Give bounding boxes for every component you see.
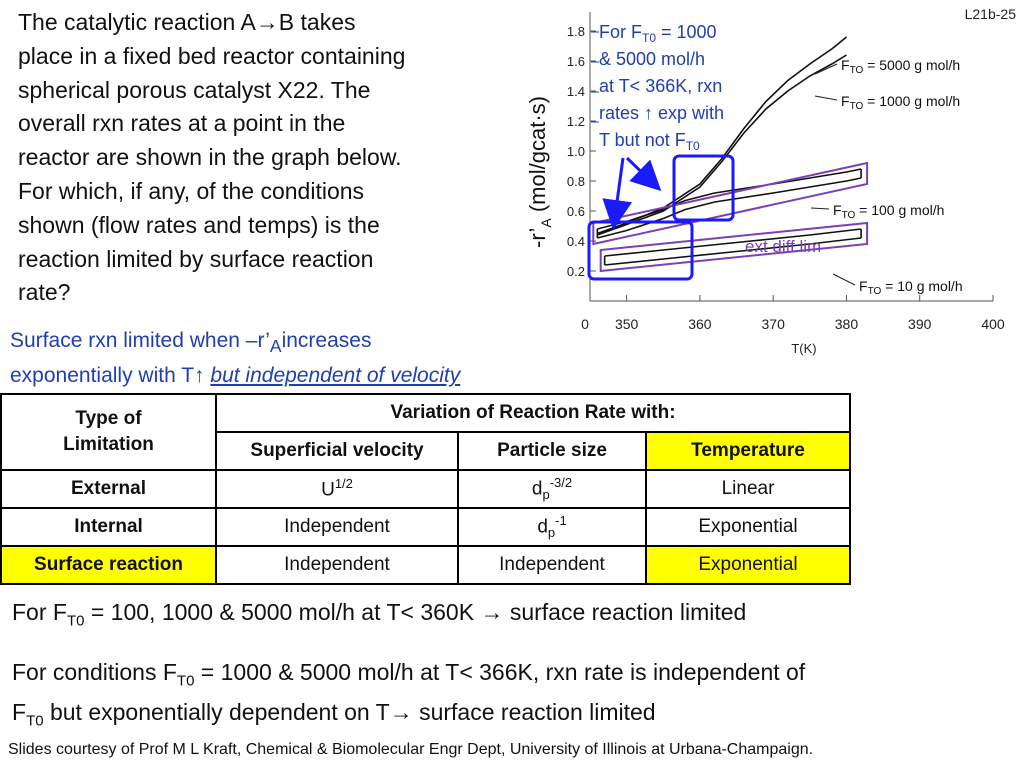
y-tick-label: 1.6: [567, 54, 585, 69]
series-line-fto-100: [597, 177, 862, 239]
note-line1-b: increases: [281, 329, 372, 352]
legend-entry: FTO = 10 g mol/h: [859, 278, 963, 297]
note-line1-sub: A: [269, 336, 282, 357]
table-row-external: External U1/2 dp-3/2 Linear: [0, 469, 852, 509]
row-velocity: Independent: [215, 507, 459, 547]
legend-entry: FTO = 1000 g mol/h: [841, 93, 960, 112]
col-temperature: Temperature: [644, 431, 852, 471]
question-text: The catalytic reaction A→B takes place i…: [18, 9, 406, 306]
row-type: Internal: [0, 507, 217, 547]
y-tick-label: 1.4: [567, 84, 585, 99]
legend-entry: FTO = 100 g mol/h: [833, 202, 944, 221]
y-tick-label: 0.8: [567, 174, 585, 189]
ext-diff-band-fto-10: [599, 221, 869, 273]
limitation-table: Type of Limitation Variation of Reaction…: [0, 393, 852, 585]
note-line2-a: exponentially with T↑: [10, 364, 211, 388]
row-velocity: Independent: [215, 545, 459, 585]
x-tick-label: 360: [688, 316, 712, 332]
y-tick-label: 0.6: [567, 204, 585, 219]
table-row-internal: Internal Independent dp-1 Exponential: [0, 507, 852, 547]
ext-diff-label: ext diff lim: [745, 237, 821, 256]
annotation-arrow-right: [625, 156, 662, 192]
row-type: External: [0, 469, 217, 509]
row-velocity: U1/2: [215, 469, 459, 509]
x-tick-label: 390: [908, 316, 932, 332]
row-size: dp-3/2: [457, 469, 647, 509]
conclusion-2: For conditions FT0 = 1000 & 5000 mol/h a…: [12, 659, 806, 730]
header-variation: Variation of Reaction Rate with:: [214, 393, 852, 433]
y-tick-label: 0.2: [567, 264, 585, 279]
series-line-fto-10-upper: [604, 228, 862, 257]
annotation-line: T but not FT0: [599, 130, 700, 153]
x-tick-label: 350: [615, 316, 639, 332]
row-size: Independent: [457, 545, 647, 585]
note-line2-underlined: but independent of velocity: [210, 364, 461, 388]
table-row-surface-reaction: Surface reaction Independent Independent…: [0, 545, 852, 585]
row-temperature: Exponential: [644, 507, 852, 547]
surface-limited-box-low-t: [587, 220, 694, 281]
row-type: Surface reaction: [0, 545, 217, 585]
col-superficial-velocity: Superficial velocity: [215, 431, 459, 471]
credit-line: Slides courtesy of Prof M L Kraft, Chemi…: [8, 741, 814, 758]
row-size: dp-1: [457, 507, 647, 547]
annotation-line: For FT0 = 1000: [599, 22, 717, 45]
row-temperature: Exponential: [644, 545, 852, 585]
legend-pointer: [832, 273, 856, 286]
legend-entry: FTO = 5000 g mol/h: [841, 57, 960, 76]
y-tick-label: 1.2: [567, 114, 585, 129]
legend-pointer: [814, 63, 838, 75]
annotation-line: at T< 366K, rxn: [599, 76, 722, 96]
series-line-fto-10: [604, 237, 862, 266]
row-temperature: Linear: [644, 469, 852, 509]
y-tick-label: 1.0: [567, 144, 585, 159]
surface-limited-box-mid-t: [672, 154, 735, 222]
conclusion-1: For FT0 = 100, 1000 & 5000 mol/h at T< 3…: [12, 599, 747, 630]
col-particle-size: Particle size: [457, 431, 647, 471]
slide-number: L21b-25: [964, 6, 1016, 22]
y-tick-label: 0.4: [567, 234, 585, 249]
x-tick-label: 400: [981, 316, 1005, 332]
x-tick-label: 380: [835, 316, 859, 332]
y-tick-label: 1.8: [567, 24, 585, 39]
annotation-arrow-left: [602, 157, 633, 230]
series-line-fto-1000: [597, 54, 847, 236]
ext-diff-band-fto-100: [592, 161, 869, 246]
annotation-line: & 5000 mol/h: [599, 49, 705, 69]
x-axis-label: T(K): [791, 341, 816, 356]
x-tick-label: 0: [581, 316, 589, 332]
header-type-of-limitation: Type of Limitation: [0, 393, 217, 471]
rate-vs-temperature-chart: 0 350 360 370 380 390 400 T(K) 0.2 0.4 0.6 0.8 1.0 1.…: [525, 12, 1005, 356]
annotation-line: rates ↑ exp with: [599, 103, 724, 123]
series-line-fto-100-upper: [597, 168, 862, 230]
y-axis-label: -r’A (mol/gcat·s): [525, 96, 554, 248]
legend-pointer: [810, 207, 830, 210]
surface-limited-note: Surface rxn limited when –r’Aincreases e…: [10, 326, 580, 391]
note-line1-a: Surface rxn limited when –r’: [10, 329, 270, 352]
legend-pointer: [814, 95, 838, 101]
x-tick-label: 370: [762, 316, 786, 332]
